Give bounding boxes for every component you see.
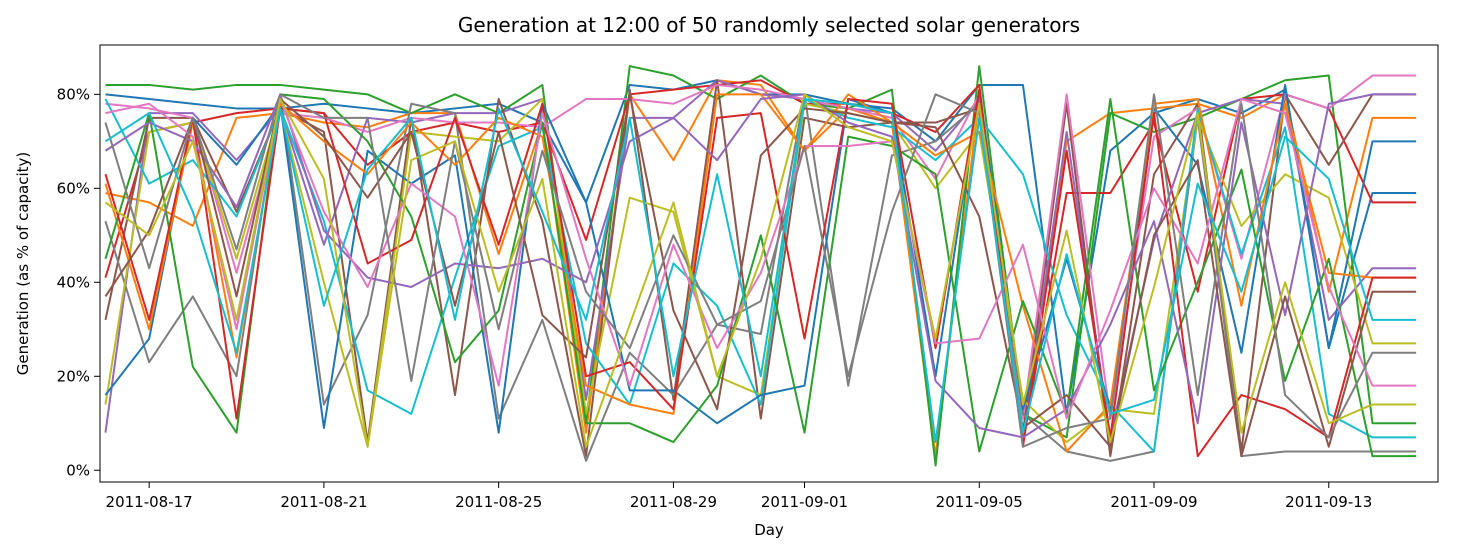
x-axis: 2011-08-17 2011-08-21 2011-08-25 2011-08-29… — [106, 482, 1372, 511]
series-line-20 — [104, 98, 1417, 444]
x-tick-label: 2011-09-13 — [1285, 493, 1372, 511]
x-tick-label: 2011-08-25 — [455, 493, 542, 511]
series-line-13 — [104, 93, 1417, 458]
y-axis-title: Generation (as % of capacity) — [14, 152, 32, 376]
plot-frame — [99, 44, 1439, 483]
series-line-10 — [104, 98, 1417, 453]
x-tick-label: 2011-09-09 — [1110, 493, 1197, 511]
series-line-16 — [104, 93, 1417, 458]
chart-title: Generation at 12:00 of 50 randomly selec… — [458, 13, 1080, 37]
y-tick-label: 60% — [57, 179, 90, 197]
series-line-17 — [105, 98, 1417, 420]
y-tick-label: 20% — [57, 367, 90, 385]
x-tick-label: 2011-08-17 — [106, 493, 193, 511]
series-line-14 — [104, 88, 1417, 458]
y-tick-label: 0% — [66, 461, 90, 479]
series-line-15 — [104, 93, 1417, 439]
x-tick-label: 2011-09-01 — [761, 493, 848, 511]
x-tick-label: 2011-08-21 — [280, 493, 367, 511]
y-tick-label: 80% — [57, 85, 90, 103]
x-tick-label: 2011-08-29 — [630, 493, 717, 511]
series-line-12 — [104, 93, 1417, 453]
series-line-18 — [104, 93, 1417, 448]
series-line-19 — [104, 93, 1417, 448]
series-lines — [104, 65, 1417, 467]
y-tick-label: 40% — [57, 273, 90, 291]
x-tick-label: 2011-09-05 — [936, 493, 1023, 511]
x-axis-title: Day — [754, 521, 784, 539]
y-axis: 0% 20% 40% 60% 80% — [57, 85, 100, 479]
